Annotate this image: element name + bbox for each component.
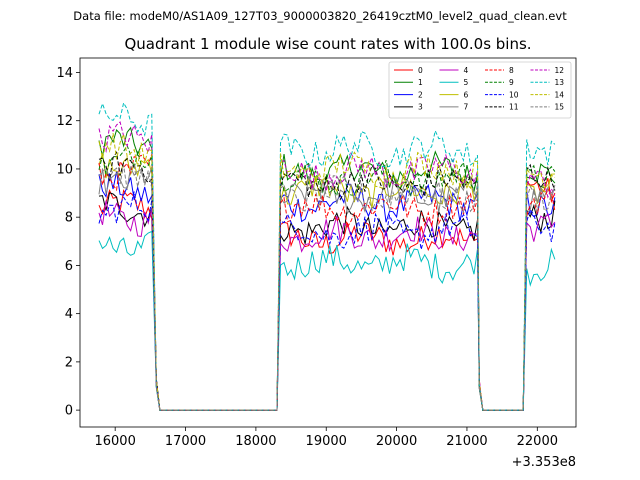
y-tick-label: 10 <box>56 162 73 177</box>
data-file-label: Data file: modeM0/AS1A09_127T03_90000038… <box>73 9 567 23</box>
axes-frame <box>79 57 577 428</box>
y-tick-label: 0 <box>65 404 73 419</box>
y-tick-label: 14 <box>56 66 73 81</box>
legend-label-10: 10 <box>509 90 519 99</box>
x-offset-label: +3.353e8 <box>512 455 576 470</box>
series-group <box>98 101 556 411</box>
legend-label-3: 3 <box>418 103 423 112</box>
legend-label-14: 14 <box>555 90 565 99</box>
series-line-9 <box>98 144 556 411</box>
x-tick-label: 17000 <box>165 434 206 449</box>
legend-box <box>388 61 572 119</box>
y-tick-label: 4 <box>65 307 73 322</box>
legend-label-9: 9 <box>509 78 514 87</box>
legend-label-15: 15 <box>555 103 565 112</box>
legend-label-7: 7 <box>464 103 469 112</box>
x-tick-label: 22000 <box>517 434 558 449</box>
legend-label-1: 1 <box>418 78 423 87</box>
y-tick-label: 12 <box>56 114 73 129</box>
legend-label-8: 8 <box>509 66 514 75</box>
y-tick-label: 8 <box>65 211 73 226</box>
y-tick-label: 6 <box>65 259 73 274</box>
x-tick-label: 21000 <box>446 434 487 449</box>
legend-label-5: 5 <box>464 78 469 87</box>
legend-label-13: 13 <box>555 78 565 87</box>
legend-label-6: 6 <box>464 90 469 99</box>
legend-label-0: 0 <box>418 66 423 75</box>
x-tick-label: 16000 <box>94 434 135 449</box>
x-tick-label: 19000 <box>306 434 347 449</box>
legend-label-4: 4 <box>464 66 469 75</box>
legend-label-12: 12 <box>555 66 565 75</box>
series-line-15 <box>98 164 556 411</box>
x-tick-label: 18000 <box>235 434 276 449</box>
axes-group: 16000 17000 18000 19000 20000 21000 22000 0 2 4 6 8… <box>56 57 577 449</box>
y-tick-label: 2 <box>65 355 73 370</box>
legend-label-2: 2 <box>418 90 423 99</box>
legend-label-11: 11 <box>509 103 519 112</box>
x-tick-label: 20000 <box>376 434 417 449</box>
chart-title: Quadrant 1 module wise count rates with … <box>124 35 531 53</box>
series-line-14 <box>98 132 556 411</box>
